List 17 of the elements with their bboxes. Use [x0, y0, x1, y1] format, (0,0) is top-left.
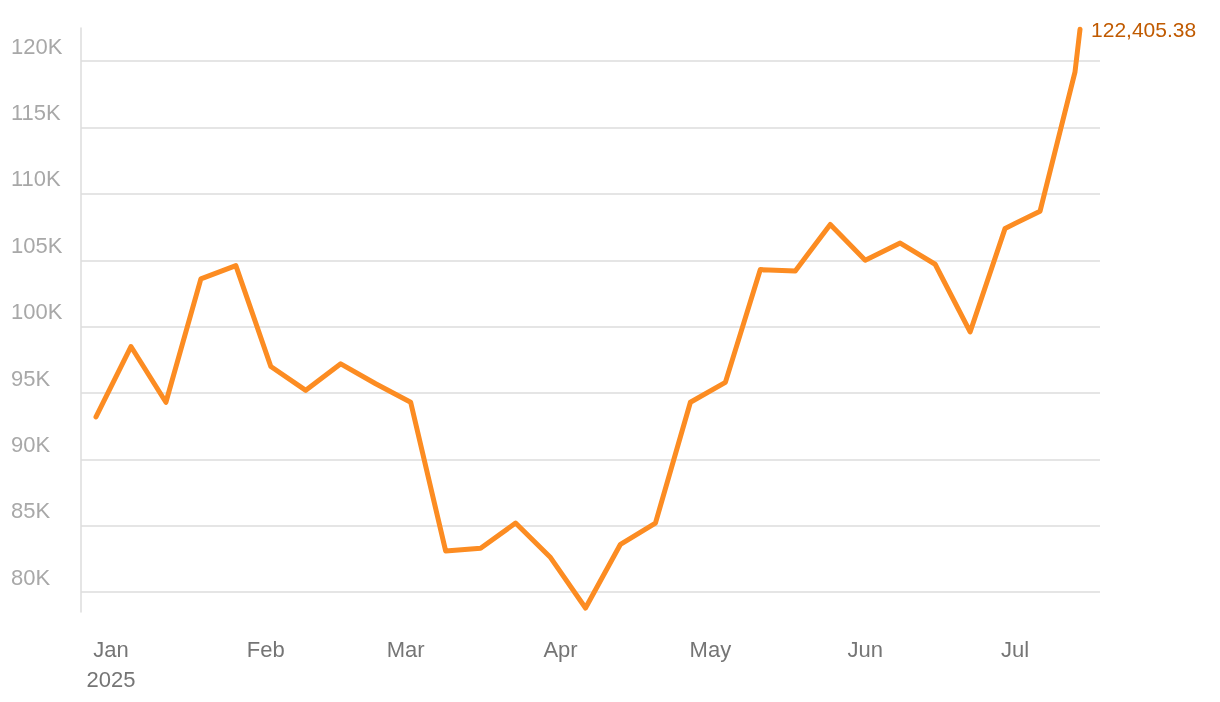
x-tick-label: Feb [246, 636, 285, 662]
y-tick-label: 120K [11, 33, 63, 59]
x-tick-label: May [689, 636, 732, 662]
y-tick-label: 80K [11, 564, 51, 590]
y-tick-label: 100K [11, 299, 63, 325]
y-tick-label: 110K [11, 166, 62, 192]
y-tick-label: 95K [11, 365, 51, 391]
x-tick-label: Jan 2025 [86, 636, 136, 692]
x-tick-label: Jun [847, 636, 883, 662]
data-label: 122,405.38 [1091, 17, 1197, 41]
x-tick-label: Mar [386, 636, 425, 662]
x-tick-label: Jul [1001, 636, 1030, 662]
x-tick-label: Apr [543, 636, 578, 662]
y-tick-label: 115K [11, 100, 62, 126]
y-tick-label: 90K [11, 431, 51, 457]
y-tick-label: 85K [11, 498, 51, 524]
y-tick-label: 105K [11, 232, 63, 258]
